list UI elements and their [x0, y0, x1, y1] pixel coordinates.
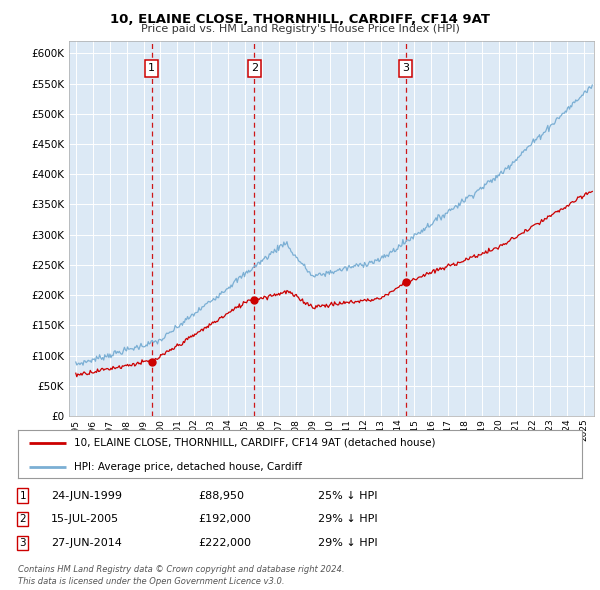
Text: 1: 1 — [19, 491, 26, 500]
Text: 15-JUL-2005: 15-JUL-2005 — [51, 514, 119, 524]
Text: 29% ↓ HPI: 29% ↓ HPI — [318, 538, 377, 548]
Text: 3: 3 — [403, 64, 409, 74]
Text: HPI: Average price, detached house, Cardiff: HPI: Average price, detached house, Card… — [74, 462, 302, 472]
Text: 3: 3 — [19, 538, 26, 548]
Text: Price paid vs. HM Land Registry's House Price Index (HPI): Price paid vs. HM Land Registry's House … — [140, 24, 460, 34]
Text: Contains HM Land Registry data © Crown copyright and database right 2024.
This d: Contains HM Land Registry data © Crown c… — [18, 565, 344, 586]
Text: 10, ELAINE CLOSE, THORNHILL, CARDIFF, CF14 9AT: 10, ELAINE CLOSE, THORNHILL, CARDIFF, CF… — [110, 13, 490, 26]
Text: £88,950: £88,950 — [198, 491, 244, 500]
Text: 25% ↓ HPI: 25% ↓ HPI — [318, 491, 377, 500]
Text: 2: 2 — [251, 64, 258, 74]
Text: £222,000: £222,000 — [198, 538, 251, 548]
Text: 29% ↓ HPI: 29% ↓ HPI — [318, 514, 377, 524]
Text: 27-JUN-2014: 27-JUN-2014 — [51, 538, 122, 548]
Text: 1: 1 — [148, 64, 155, 74]
Text: 10, ELAINE CLOSE, THORNHILL, CARDIFF, CF14 9AT (detached house): 10, ELAINE CLOSE, THORNHILL, CARDIFF, CF… — [74, 438, 436, 448]
Text: £192,000: £192,000 — [198, 514, 251, 524]
Text: 2: 2 — [19, 514, 26, 524]
Text: 24-JUN-1999: 24-JUN-1999 — [51, 491, 122, 500]
